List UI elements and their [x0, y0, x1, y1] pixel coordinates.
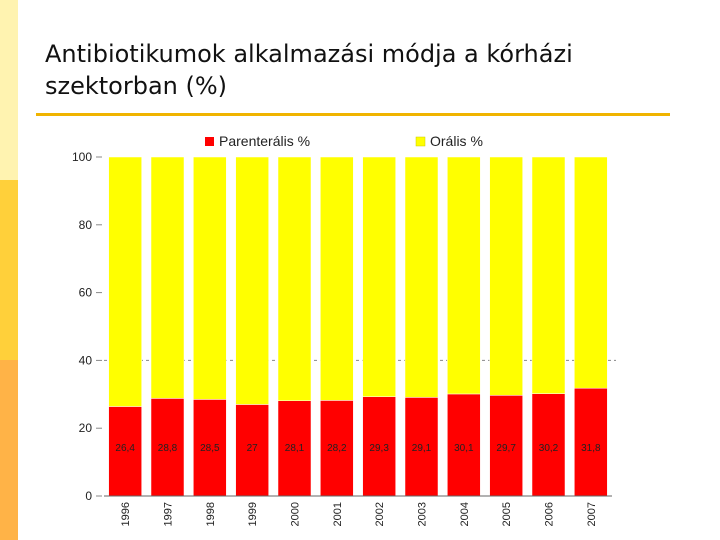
data-label-parenteral: 29,3: [369, 443, 389, 454]
data-label-parenteral: 28,2: [327, 443, 347, 454]
data-label-parenteral: 31,8: [581, 443, 601, 454]
legend-swatch-oralis: [415, 136, 426, 147]
side-strip-top: [0, 0, 18, 180]
y-tick-label: 100: [72, 150, 92, 164]
x-tick-label: 2005: [501, 502, 513, 526]
y-tick-label: 40: [79, 353, 93, 367]
y-tick-label: 20: [79, 421, 93, 435]
bar-oralis-2006: [531, 156, 566, 394]
bar-parenteral-2003: [404, 397, 439, 497]
legend-swatch-parenteral: [205, 137, 214, 146]
x-tick-label: 2003: [417, 502, 429, 526]
x-axis: 1996 1997 1998 1999 2000 2001 2002 2003 2004 2005…: [104, 495, 612, 526]
data-label-parenteral: 26,4: [115, 443, 135, 454]
data-label-parenteral: 28,5: [200, 443, 220, 454]
side-strip-bottom: [0, 360, 18, 540]
side-strip-middle: [0, 180, 18, 360]
bar-oralis-1999: [235, 156, 269, 405]
title-rule: [36, 113, 670, 116]
bar-parenteral-2000: [277, 400, 312, 497]
x-tick-label: 2002: [374, 502, 386, 526]
data-label-parenteral: 28,1: [285, 443, 305, 454]
bar-oralis-1998: [193, 156, 227, 400]
data-label-parenteral: 29,7: [496, 443, 516, 454]
y-tick-label: 60: [79, 286, 93, 300]
x-tick-label: 1997: [163, 502, 175, 526]
bar-oralis-2007: [574, 156, 608, 389]
data-label-parenteral: 30,2: [539, 443, 559, 454]
x-tick-label: 2004: [459, 502, 471, 526]
bar-oralis-2005: [489, 156, 523, 396]
bar-parenteral-2004: [447, 393, 481, 497]
bar-oralis-2003: [404, 156, 439, 398]
bar-parenteral-2006: [531, 393, 566, 497]
data-label-parenteral: 30,1: [454, 443, 474, 454]
data-label-parenteral: 28,8: [158, 443, 178, 454]
x-tick-label: 2001: [332, 502, 344, 526]
bars: 26,4 28,8 28,5 27 28,1 28,2 29,3 29,1 30,1 29,7 30…: [108, 156, 608, 497]
bar-parenteral-2007: [574, 387, 608, 497]
y-tick-label: 0: [85, 489, 92, 503]
x-tick-label: 1996: [120, 502, 132, 526]
legend-label-parenteral: Parenterális %: [219, 133, 310, 149]
x-tick-label: 2000: [290, 502, 302, 526]
y-tick-label: 80: [79, 218, 93, 232]
bar-oralis-1997: [150, 156, 185, 399]
legend-label-oralis: Orális %: [430, 133, 483, 149]
bar-oralis-2000: [277, 156, 312, 401]
bar-parenteral-2002: [362, 396, 396, 497]
bar-oralis-2001: [320, 156, 354, 401]
data-label-parenteral: 29,1: [412, 443, 432, 454]
bar-parenteral-1999: [235, 404, 269, 497]
chart-legend: Parenterális % Orális %: [205, 133, 483, 149]
bar-oralis-2004: [447, 156, 481, 395]
x-tick-label: 1999: [247, 502, 259, 526]
y-axis: 0 20 40 60 80 100: [72, 150, 102, 503]
data-label-parenteral: 27: [247, 443, 259, 454]
x-tick-label: 2007: [586, 502, 598, 526]
slide-title: Antibiotikumok alkalmazási módja a kórhá…: [45, 40, 573, 100]
bar-parenteral-2005: [489, 395, 523, 497]
bar-oralis-2002: [362, 156, 396, 397]
x-tick-label: 2006: [544, 502, 556, 526]
bar-oralis-1996: [108, 156, 142, 407]
x-tick-label: 1998: [205, 502, 217, 526]
bar-parenteral-2001: [320, 400, 354, 497]
